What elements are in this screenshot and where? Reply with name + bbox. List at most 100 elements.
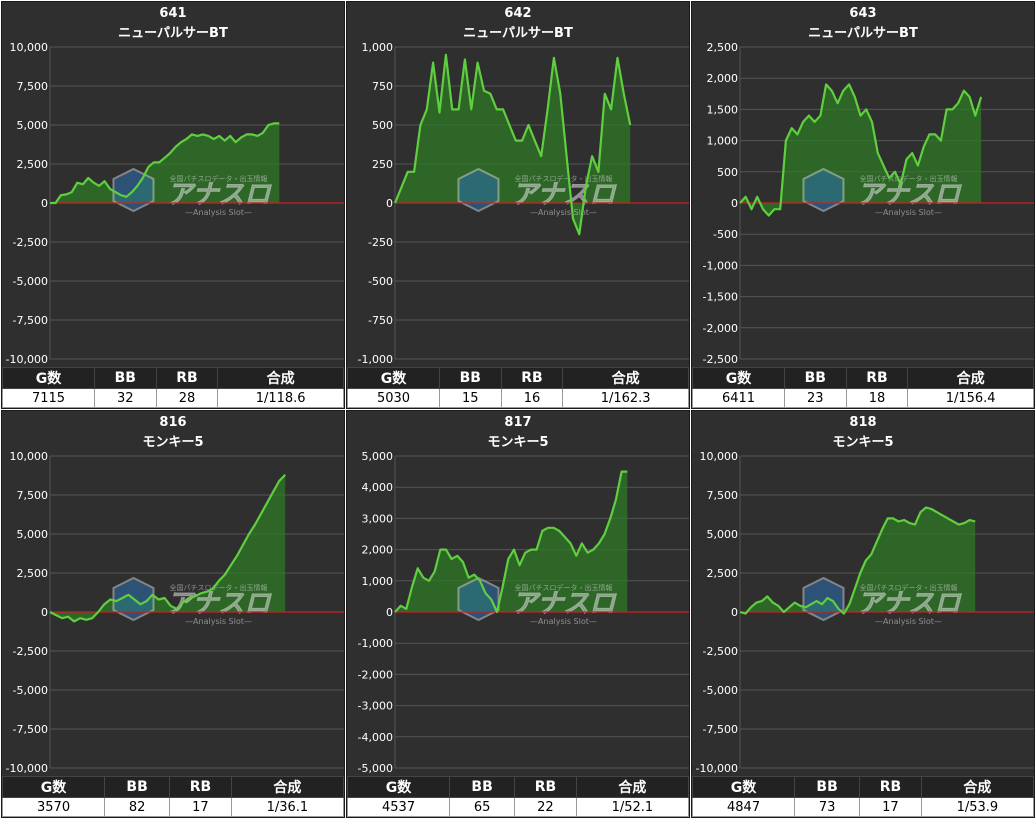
games-header: G数 <box>2 367 95 389</box>
bb-header: BB <box>104 776 171 798</box>
bb-value: 32 <box>93 388 157 408</box>
rb-header: RB <box>169 776 232 798</box>
machine-number: 642 <box>504 6 532 21</box>
difference-line <box>50 122 280 205</box>
machine-panel-816: 816 モンキー5 -10,000 -7,500 -5,000 -2,500 0 2,50… <box>1 410 345 818</box>
rb-header: RB <box>500 367 564 389</box>
combined-header: 合成 <box>562 367 689 389</box>
rb-value: 16 <box>500 388 564 408</box>
difference-area <box>740 84 982 216</box>
machine-panel-641: 641 ニューパルサーBT -10,000 -7,500 -5,000 -2,500 0… <box>1 1 345 409</box>
difference-chart: -10,000 -7,500 -5,000 -2,500 0 2,500 5,000 7,50… <box>696 450 1034 775</box>
games-value: 7115 <box>2 388 95 408</box>
y-tick-label: 10,000 <box>700 450 739 463</box>
watermark-title: アナスロ <box>857 180 962 210</box>
combined-header: 合成 <box>575 776 690 798</box>
rb-header: RB <box>155 367 219 389</box>
stats-table: G数 BB RB 合成 5030 15 16 1/162.3 <box>347 367 689 408</box>
stats-table: G数 BB RB 合成 4537 65 22 1/52.1 <box>346 776 690 817</box>
difference-line <box>393 53 632 236</box>
y-tick-label: -2,500 <box>13 645 48 658</box>
watermark-subtitle: —Analysis Slot— <box>875 617 942 626</box>
watermark-top-text: 全国パチスロデータ・出玉情報 <box>514 174 612 183</box>
y-tick-label: -5,000 <box>13 275 48 288</box>
y-tick-label: -1,000 <box>703 259 738 272</box>
watermark-subtitle: —Analysis Slot— <box>875 208 942 217</box>
y-tick-label: -10,000 <box>6 353 48 366</box>
games-header: G数 <box>346 776 451 798</box>
watermark-title: アナスロ <box>512 589 617 619</box>
watermark-top-text: 全国パチスロデータ・出玉情報 <box>859 174 957 183</box>
y-tick-label: -2,500 <box>703 645 738 658</box>
difference-chart: -2,500 -2,000 -1,500 -1,000 -500 0 500 1,000 1,5… <box>703 41 1034 366</box>
rb-header: RB <box>845 367 909 389</box>
stats-table: G数 BB RB 合成 3570 82 17 1/36.1 <box>1 776 345 817</box>
difference-area <box>395 54 631 235</box>
difference-area <box>740 507 976 614</box>
y-tick-label: 1,000 <box>362 575 394 588</box>
machine-name: モンキー5 <box>142 435 204 450</box>
combined-header: 合成 <box>907 367 1034 389</box>
difference-area <box>395 471 628 612</box>
machine-name: モンキー5 <box>832 435 894 450</box>
machine-panel-643: 643 ニューパルサーBT -2,500 -2,000 -1,500 -1,000 -5… <box>691 1 1035 409</box>
combined-value: 1/162.3 <box>562 388 689 408</box>
combined-header: 合成 <box>230 776 345 798</box>
y-tick-label: 2,000 <box>362 544 394 557</box>
games-header: G数 <box>692 367 785 389</box>
difference-chart: -10,000 -7,500 -5,000 -2,500 0 2,500 5,000 7,50… <box>6 41 344 366</box>
y-tick-label: 2,500 <box>17 158 49 171</box>
y-tick-label: 250 <box>372 158 393 171</box>
rb-value: 28 <box>155 388 219 408</box>
difference-area <box>50 123 280 203</box>
y-tick-label: -10,000 <box>6 762 48 775</box>
machine-panel-817: 817 モンキー5 -5,000 -4,000 -3,000 -2,000 -1,000… <box>346 410 690 818</box>
combined-value: 1/156.4 <box>907 388 1034 408</box>
bb-value: 65 <box>449 797 516 817</box>
y-tick-label: 2,500 <box>17 567 49 580</box>
y-tick-label: -3,000 <box>358 700 393 713</box>
difference-area <box>50 474 286 622</box>
difference-chart: -5,000 -4,000 -3,000 -2,000 -1,000 0 1,000 2,00… <box>358 450 689 775</box>
watermark-subtitle: —Analysis Slot— <box>530 617 597 626</box>
y-tick-label: -1,500 <box>703 291 738 304</box>
machine-panel-818: 818 モンキー5 -10,000 -7,500 -5,000 -2,500 0 2,50… <box>691 410 1035 818</box>
y-tick-label: -500 <box>368 275 393 288</box>
y-tick-label: -2,000 <box>703 322 738 335</box>
y-tick-label: -5,000 <box>13 684 48 697</box>
watermark-top-text: 全国パチスロデータ・出玉情報 <box>514 583 612 592</box>
y-tick-label: 500 <box>717 166 738 179</box>
watermark-title: アナスロ <box>167 180 272 210</box>
difference-line <box>739 506 976 615</box>
y-tick-label: -1,000 <box>358 353 393 366</box>
bb-header: BB <box>93 367 157 389</box>
y-tick-label: -2,000 <box>358 668 393 681</box>
y-tick-label: 3,000 <box>362 512 394 525</box>
y-tick-label: 0 <box>386 606 393 619</box>
bb-header: BB <box>438 367 502 389</box>
watermark-subtitle: —Analysis Slot— <box>530 208 597 217</box>
combined-header: 合成 <box>920 776 1035 798</box>
y-tick-label: 5,000 <box>17 119 49 132</box>
y-tick-label: 2,500 <box>707 567 739 580</box>
games-value: 4537 <box>346 797 451 817</box>
watermark-top-text: 全国パチスロデータ・出玉情報 <box>169 583 267 592</box>
y-tick-label: 1,000 <box>362 41 394 54</box>
y-tick-label: -1,000 <box>358 637 393 650</box>
y-tick-label: 4,000 <box>362 481 394 494</box>
machine-name: ニューパルサーBT <box>118 26 228 41</box>
y-tick-label: 0 <box>731 606 738 619</box>
bb-header: BB <box>794 776 861 798</box>
games-value: 3570 <box>1 797 106 817</box>
bb-value: 82 <box>104 797 171 817</box>
machine-number: 817 <box>504 415 532 430</box>
combined-value: 1/53.9 <box>920 797 1035 817</box>
y-tick-label: -750 <box>368 314 393 327</box>
watermark-top-text: 全国パチスロデータ・出玉情報 <box>859 583 957 592</box>
rb-value: 17 <box>169 797 232 817</box>
y-tick-label: 0 <box>731 197 738 210</box>
y-tick-label: -7,500 <box>13 723 48 736</box>
